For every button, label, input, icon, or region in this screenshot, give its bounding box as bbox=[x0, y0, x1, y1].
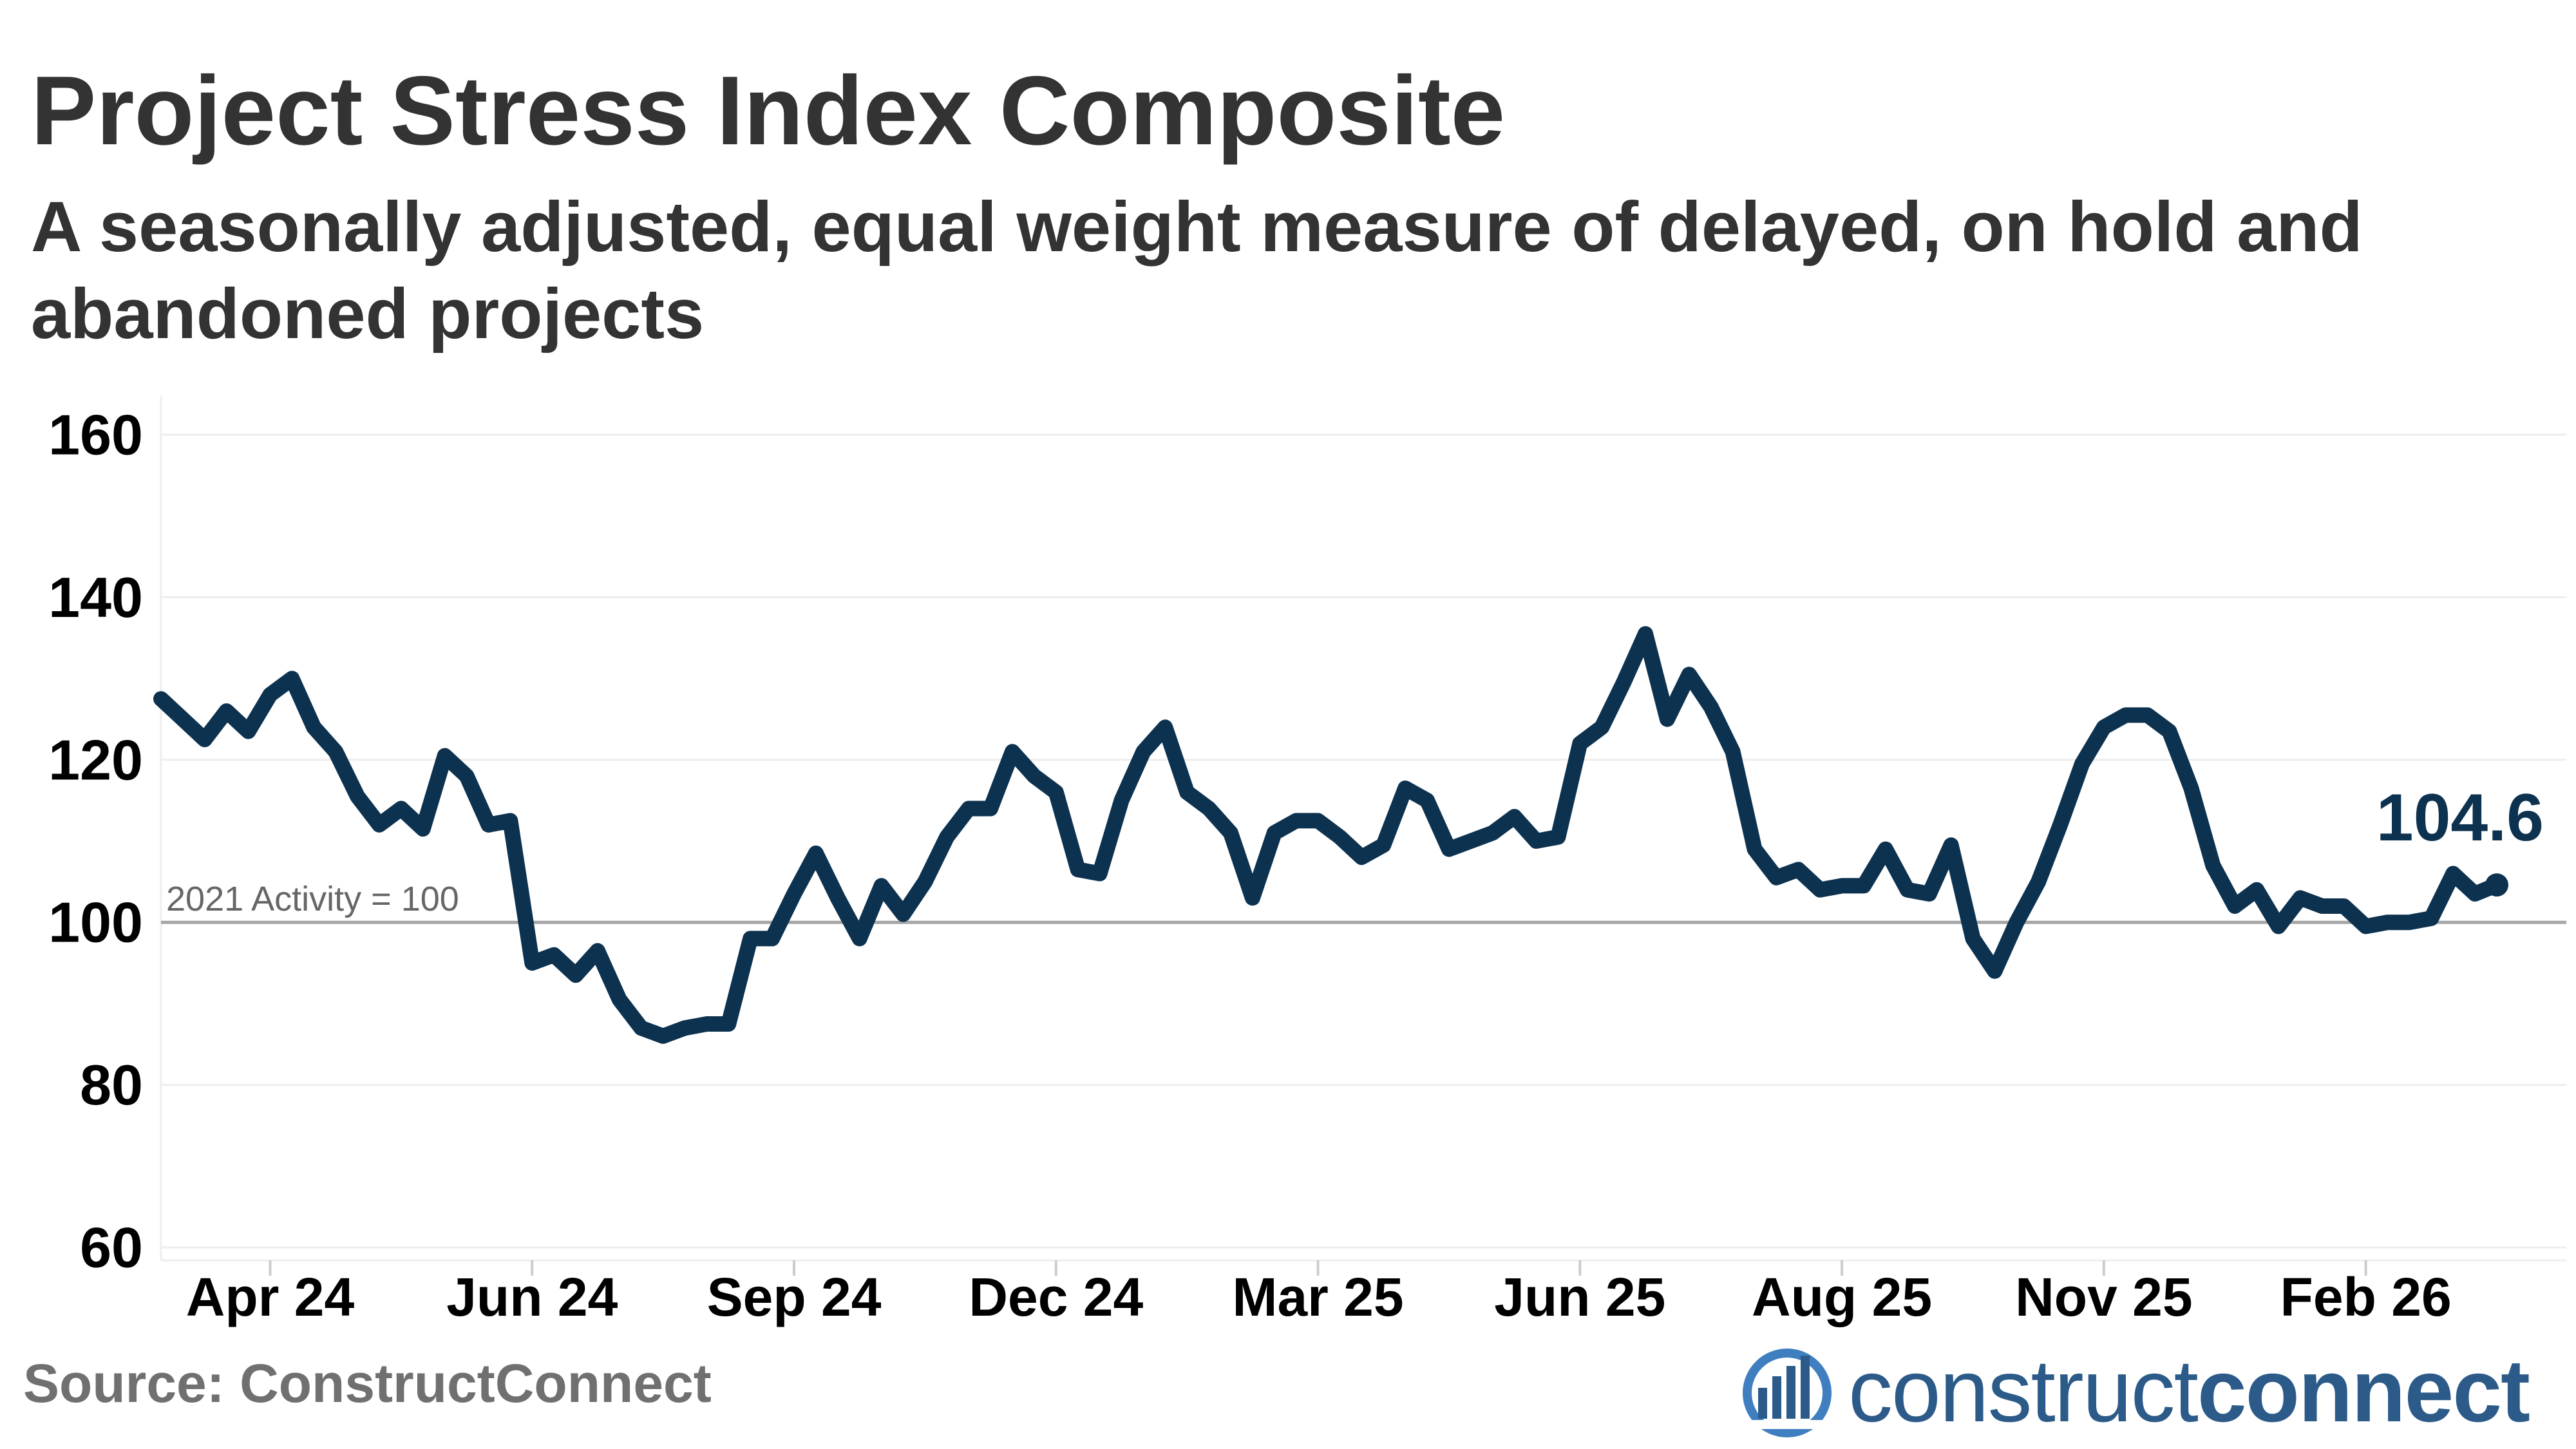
y-tick-label: 100 bbox=[48, 891, 143, 954]
series-group bbox=[153, 626, 2505, 1044]
x-tick-label: Jun 25 bbox=[1494, 1267, 1665, 1327]
y-tick-label: 140 bbox=[48, 565, 143, 629]
y-tick-label: 120 bbox=[48, 728, 143, 791]
y-tick-label: 160 bbox=[48, 403, 143, 467]
chart-subtitle: A seasonally adjusted, equal weight meas… bbox=[31, 187, 2363, 354]
last-value-label: 104.6 bbox=[2376, 781, 2544, 855]
reference-line-label: 2021 Activity = 100 bbox=[166, 880, 459, 918]
x-tick-label: Jun 24 bbox=[446, 1267, 618, 1327]
y-tick-labels: 60 80 100 120 140 160 bbox=[48, 403, 143, 1280]
reference-line-group: 2021 Activity = 100 bbox=[161, 880, 2566, 924]
series-line bbox=[153, 626, 2505, 1044]
y-tick-label: 60 bbox=[80, 1216, 143, 1280]
x-tick-label: Mar 25 bbox=[1232, 1267, 1403, 1327]
y-tick-label: 80 bbox=[80, 1053, 143, 1117]
chart-title: Project Stress Index Composite bbox=[31, 56, 1506, 166]
constructconnect-logo: constructconnect bbox=[1732, 1343, 2570, 1439]
x-tick-labels: Apr 24 Jun 24 Sep 24 Dec 24 Mar 25 Jun 25 Aug … bbox=[186, 1267, 2452, 1327]
x-tick-label: Nov 25 bbox=[2015, 1267, 2192, 1327]
line-chart: 2021 Activity = 100 60 80 100 120 140 160 Apr… bbox=[48, 396, 2566, 1327]
x-tick-label: Dec 24 bbox=[969, 1267, 1143, 1327]
logo-word-construct: construct bbox=[1848, 1341, 2199, 1441]
x-tick-label: Sep 24 bbox=[707, 1267, 882, 1327]
last-point-marker bbox=[2485, 873, 2508, 897]
source-note: Source: ConstructConnect bbox=[23, 1353, 712, 1414]
axes bbox=[160, 396, 2566, 1276]
x-tick-label: Apr 24 bbox=[186, 1267, 355, 1327]
series-points bbox=[2485, 873, 2508, 897]
x-tick-label: Aug 25 bbox=[1752, 1267, 1932, 1327]
logo-icon bbox=[1739, 1349, 1835, 1437]
x-tick-label: Feb 26 bbox=[2280, 1267, 2452, 1327]
logo-word-connect: connect bbox=[2197, 1341, 2530, 1441]
grid-lines bbox=[161, 433, 2566, 1249]
logo-wordmark: constructconnect bbox=[1848, 1341, 2530, 1441]
